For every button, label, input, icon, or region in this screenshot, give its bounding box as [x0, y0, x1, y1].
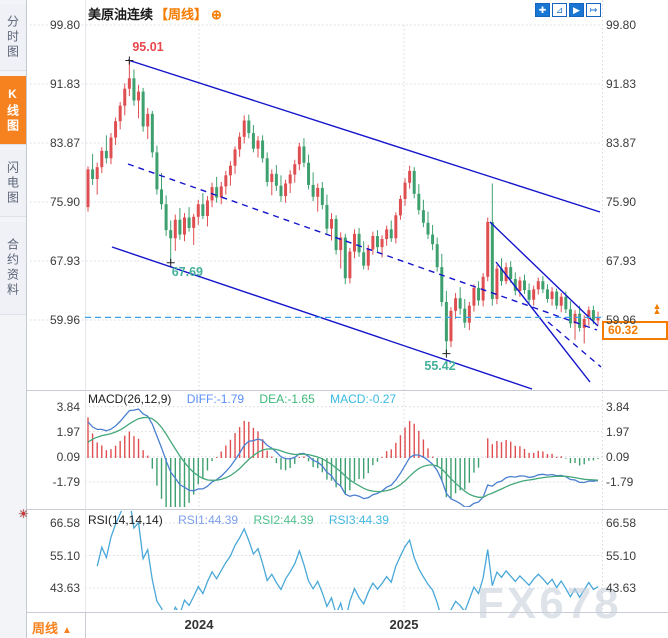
macd-axis-label: 3.84 — [56, 399, 80, 414]
price-axis-label: 83.87 — [49, 135, 80, 150]
price-axis-label: 59.96 — [49, 313, 80, 327]
price-axis-label: 75.90 — [49, 194, 80, 209]
price-axis-label: 91.83 — [49, 77, 80, 92]
rsi-axis-label: 55.10 — [606, 548, 637, 563]
macd-macd-value: MACD:-0.27 — [330, 392, 397, 406]
macd-axis-label: 1.97 — [56, 424, 80, 439]
macd-title: MACD(26,12,9) — [88, 392, 172, 406]
x-axis-year-label: 2024 — [184, 617, 214, 632]
sidebar-item-kline[interactable]: K线图 — [0, 76, 26, 145]
chart-title-bar: 美原油连续 【周线】 ⊕ — [88, 4, 222, 23]
macd-axis-label: 1.97 — [606, 424, 630, 439]
price-axis-label: 67.93 — [606, 253, 637, 268]
crosshair-icon[interactable]: ✚ — [535, 3, 550, 17]
rsi-title: RSI(14,14,14) — [88, 513, 163, 527]
price-axis-label: 83.87 — [606, 135, 637, 150]
play-chart-icon[interactable]: ▶ — [569, 3, 584, 17]
rsi-header[interactable]: RSI(14,14,14) RSI1:44.39 RSI2:44.39 RSI3… — [88, 513, 401, 527]
rsi-axis-label: 66.58 — [606, 516, 637, 530]
macd-axis-label: -1.79 — [52, 474, 80, 489]
period-selector[interactable]: 周线 ▲ — [32, 618, 72, 637]
x-axis-year-label: 2025 — [389, 617, 419, 632]
price-axis-label: 99.80 — [49, 18, 80, 32]
add-indicator-icon[interactable]: ⊕ — [211, 7, 222, 22]
period-selector-arrow-icon: ▲ — [62, 625, 72, 636]
high-price-annotation: 95.01 — [132, 40, 164, 55]
rsi-axis-label: 43.63 — [49, 580, 80, 595]
price-axis-label: 99.80 — [606, 18, 637, 32]
rsi3-value: RSI3:44.39 — [328, 513, 389, 527]
sidebar-item-timeshare[interactable]: 分时图 — [0, 4, 26, 71]
rsi1-value: RSI1:44.39 — [178, 513, 239, 527]
axis-scale-icon[interactable]: ⊿ — [552, 3, 567, 17]
macd-axis-label: 3.84 — [606, 399, 630, 414]
rsi-axis-label: 55.10 — [49, 548, 80, 563]
sidebar-item-lightning[interactable]: 闪电图 — [0, 150, 26, 217]
rsi-axis-label: 66.58 — [49, 516, 80, 530]
indicator-settings-icon[interactable]: ☀ — [18, 507, 29, 521]
macd-dea-value: DEA:-1.65 — [259, 392, 315, 406]
price-up-arrow-icon: ▲ ▲ — [652, 301, 662, 317]
rsi2-value: RSI2:44.39 — [253, 513, 314, 527]
macd-axis-label: 0.09 — [606, 449, 630, 464]
period-tag: 【周线】 — [155, 7, 208, 22]
sidebar-item-contract[interactable]: 合约资料 — [0, 222, 26, 315]
low-price-annotation-2: 55.42 — [424, 358, 456, 373]
chart-toolbar: ✚ ⊿ ▶ ↦ — [535, 3, 601, 17]
exit-chart-icon[interactable]: ↦ — [586, 3, 601, 17]
macd-axis-label: 0.09 — [56, 449, 80, 464]
macd-axis-label: -1.79 — [606, 474, 634, 489]
price-axis-label: 67.93 — [49, 253, 80, 268]
macd-diff-value: DIFF:-1.79 — [186, 392, 245, 406]
macd-header[interactable]: MACD(26,12,9) DIFF:-1.79 DEA:-1.65 MACD:… — [88, 392, 408, 406]
rsi-axis-label: 43.63 — [606, 580, 637, 595]
price-axis-label: 59.96 — [606, 313, 637, 327]
low-price-annotation-1: 67.69 — [171, 264, 203, 279]
last-price-tag: 60.32 — [602, 321, 668, 341]
price-axis-label: 91.83 — [606, 77, 637, 92]
instrument-title: 美原油连续 — [88, 7, 154, 22]
price-axis-label: 75.90 — [606, 194, 637, 209]
sidebar: 分时图 K线图闪电图合约资料 — [0, 0, 27, 638]
period-selector-label: 周线 — [32, 621, 59, 636]
